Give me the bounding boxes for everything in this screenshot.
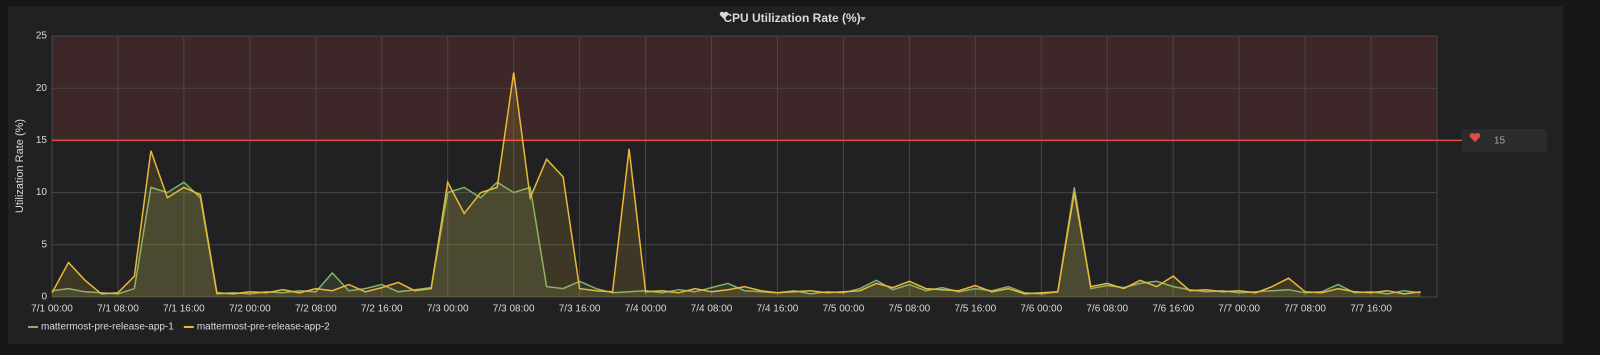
- x-tick-label: 7/3 00:00: [427, 304, 469, 315]
- x-tick-label: 7/1 16:00: [163, 304, 205, 315]
- x-tick-label: 7/6 08:00: [1086, 304, 1128, 315]
- x-tick-label: 7/2 16:00: [361, 304, 403, 315]
- series-line: [51, 72, 1421, 295]
- x-tick-label: 7/7 08:00: [1284, 304, 1326, 315]
- x-tick-label: 7/5 16:00: [954, 304, 996, 315]
- title-caret[interactable]: [860, 17, 866, 21]
- y-axis-label: Utilization Rate (%): [14, 119, 26, 213]
- threshold-handle[interactable]: [1462, 129, 1547, 152]
- x-tick-label: 7/4 00:00: [625, 304, 667, 315]
- y-tick-label: 10: [36, 187, 48, 198]
- x-tick-label: 7/5 08:00: [889, 304, 931, 315]
- y-tick-label: 15: [36, 135, 48, 146]
- x-tick-label: 7/4 16:00: [757, 304, 799, 315]
- x-tick-label: 7/3 08:00: [493, 304, 535, 315]
- legend-item[interactable]: mattermost-pre-release-app-2: [183, 322, 330, 333]
- legend-item[interactable]: mattermost-pre-release-app-1: [28, 322, 174, 333]
- panel-title[interactable]: CPU Utilization Rate (%): [723, 11, 860, 25]
- series-area: [52, 182, 1421, 297]
- threshold-value[interactable]: 15: [1494, 136, 1506, 147]
- title-icon: [719, 11, 729, 19]
- x-tick-label: 7/7 00:00: [1218, 304, 1260, 315]
- y-tick-label: 25: [36, 31, 48, 42]
- x-tick-label: 7/1 08:00: [97, 304, 139, 315]
- x-tick-label: 7/3 16:00: [559, 304, 601, 315]
- x-tick-label: 7/5 00:00: [823, 304, 865, 315]
- x-tick-label: 7/1 00:00: [31, 304, 73, 315]
- x-tick-label: 7/7 16:00: [1350, 304, 1392, 315]
- x-tick-label: 7/4 08:00: [691, 304, 733, 315]
- legend-label: mattermost-pre-release-app-2: [197, 322, 330, 333]
- threshold-icon: [1469, 132, 1481, 142]
- panel-background: [8, 6, 1563, 344]
- y-tick-label: 20: [36, 83, 48, 94]
- x-tick-label: 7/6 00:00: [1020, 304, 1062, 315]
- x-tick-label: 7/6 16:00: [1152, 304, 1194, 315]
- y-tick-label: 5: [41, 239, 47, 250]
- y-tick-label: 0: [41, 292, 47, 303]
- series-area: [52, 72, 1421, 297]
- x-tick-label: 7/2 08:00: [295, 304, 337, 315]
- legend-label: mattermost-pre-release-app-1: [41, 322, 174, 333]
- x-tick-label: 7/2 00:00: [229, 304, 271, 315]
